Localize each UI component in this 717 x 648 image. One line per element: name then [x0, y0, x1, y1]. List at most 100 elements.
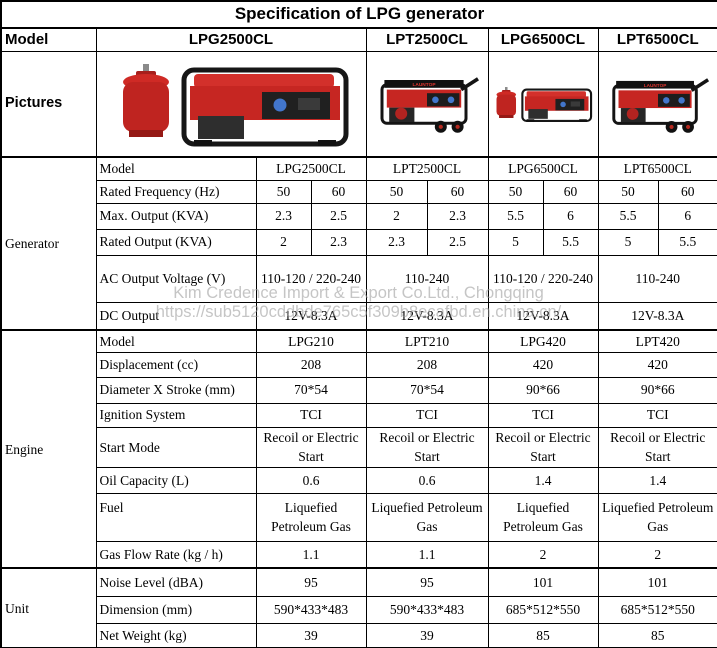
- spec-value: Recoil or Electric Start: [487, 426, 599, 468]
- spec-value: 685*512*550: [597, 595, 717, 624]
- spec-value: 208: [255, 351, 367, 378]
- spec-value: 1.1: [365, 540, 489, 569]
- spec-value: LPG6500CL: [487, 156, 599, 181]
- spec-value: Recoil or Electric Start: [597, 426, 717, 468]
- header-model-lpt6500cl: LPT6500CL: [597, 27, 717, 52]
- spec-value: 95: [255, 567, 367, 597]
- spec-value: 2.3: [255, 202, 312, 230]
- generator-with-wheels-image: LAUNTOP: [612, 77, 709, 133]
- spec-value: 5: [597, 228, 659, 256]
- spec-value: LPG210: [255, 329, 367, 353]
- spec-label-ac-voltage: AC Output Voltage (V): [95, 254, 257, 303]
- spec-value: 70*54: [365, 376, 489, 404]
- section-label-engine: Engine: [0, 329, 97, 569]
- spec-value: 12V-8.3A: [365, 301, 489, 331]
- spec-value: 101: [597, 567, 717, 597]
- spec-value: 12V-8.3A: [487, 301, 599, 331]
- spec-label-dimension: Dimension (mm): [95, 595, 257, 624]
- spec-label-rated-frequency: Rated Frequency (Hz): [95, 179, 257, 204]
- spec-value: TCI: [487, 402, 599, 428]
- spec-value: 590*433*483: [255, 595, 367, 624]
- spec-value: 2.5: [310, 202, 367, 230]
- header-model-lpt2500cl: LPT2500CL: [365, 27, 489, 52]
- spec-value: 12V-8.3A: [255, 301, 367, 331]
- spec-value: 85: [487, 622, 599, 648]
- spec-value: LPT210: [365, 329, 489, 353]
- spec-value: 110-120 / 220-240: [255, 254, 367, 303]
- header-model-label: Model: [0, 27, 97, 52]
- handle: [460, 77, 479, 92]
- spec-value: 12V-8.3A: [597, 301, 717, 331]
- spec-value: 60: [542, 179, 599, 204]
- spec-value: 85: [597, 622, 717, 648]
- spec-value: 39: [365, 622, 489, 648]
- spec-label-noise: Noise Level (dBA): [95, 567, 257, 597]
- spec-value: Recoil or Electric Start: [365, 426, 489, 468]
- spec-value: 60: [657, 179, 717, 204]
- spec-value: 90*66: [487, 376, 599, 404]
- spec-value: 50: [487, 179, 544, 204]
- spec-label-eng-model: Model: [95, 329, 257, 353]
- spec-value: 2: [365, 202, 428, 230]
- spec-value: 110-240: [597, 254, 717, 303]
- spec-value: LPG2500CL: [255, 156, 367, 181]
- spec-value: TCI: [597, 402, 717, 428]
- spec-value: 2.3: [365, 228, 428, 256]
- generator-with-handle-image: LAUNTOP: [380, 77, 479, 133]
- spec-label-oil-capacity: Oil Capacity (L): [95, 466, 257, 494]
- spec-value: 60: [426, 179, 489, 204]
- spec-value: 50: [365, 179, 428, 204]
- spec-value: Liquefied Petroleum Gas: [597, 492, 717, 542]
- spec-value: 2.3: [426, 202, 489, 230]
- generator-with-cylinder-image: [122, 64, 348, 147]
- spec-value: 685*512*550: [487, 595, 599, 624]
- spec-value: TCI: [365, 402, 489, 428]
- spec-label-displacement: Displacement (cc): [95, 351, 257, 378]
- spec-value: 101: [487, 567, 599, 597]
- spec-value: 110-240: [365, 254, 489, 303]
- spec-value: 39: [255, 622, 367, 648]
- spec-value: Liquefied Petroleum Gas: [365, 492, 489, 542]
- picture-lpg6500cl: [487, 50, 599, 158]
- spec-value: LPG420: [487, 329, 599, 353]
- spec-value: 95: [365, 567, 489, 597]
- spec-value: Liquefied Petroleum Gas: [487, 492, 599, 542]
- picture-lpt2500cl: LAUNTOP: [365, 50, 489, 158]
- spec-label-rated-output: Rated Output (KVA): [95, 228, 257, 256]
- spec-value: Liquefied Petroleum Gas: [255, 492, 367, 542]
- spec-value: 0.6: [365, 466, 489, 494]
- spec-value: 1.4: [487, 466, 599, 494]
- header-model-lpg2500cl: LPG2500CL: [95, 27, 367, 52]
- spec-value: LPT6500CL: [597, 156, 717, 181]
- gas-cylinder: [496, 87, 516, 118]
- spec-value: 50: [597, 179, 659, 204]
- spec-value: Recoil or Electric Start: [255, 426, 367, 468]
- spec-value: 5: [487, 228, 544, 256]
- spec-value: 90*66: [597, 376, 717, 404]
- generator-body: [181, 67, 348, 147]
- picture-lpt6500cl: LAUNTOP: [597, 50, 717, 158]
- section-label-generator: Generator: [0, 156, 97, 331]
- spec-value: 5.5: [542, 228, 599, 256]
- brand-label: LAUNTOP: [412, 82, 436, 88]
- spec-value: 2: [255, 228, 312, 256]
- pictures-label: Pictures: [0, 50, 97, 158]
- generator-with-cylinder-image: [496, 87, 592, 123]
- gas-cylinder: [122, 64, 169, 137]
- spec-value: 2.5: [426, 228, 489, 256]
- spec-label-stroke: Diameter X Stroke (mm): [95, 376, 257, 404]
- spec-value: 420: [597, 351, 717, 378]
- spec-value: 60: [310, 179, 367, 204]
- spec-label-dc-output: DC Output: [95, 301, 257, 331]
- spec-value: 50: [255, 179, 312, 204]
- spec-label-net-weight: Net Weight (kg): [95, 622, 257, 648]
- section-label-unit: Unit: [0, 567, 97, 648]
- page-title: Specification of LPG generator: [0, 0, 717, 29]
- generator-body: [520, 88, 592, 123]
- spec-value: 2: [597, 540, 717, 569]
- spec-value: 5.5: [487, 202, 544, 230]
- spec-value: 420: [487, 351, 599, 378]
- spec-label-ignition: Ignition System: [95, 402, 257, 428]
- spec-value: 1.4: [597, 466, 717, 494]
- spec-label-gen-model: Model: [95, 156, 257, 181]
